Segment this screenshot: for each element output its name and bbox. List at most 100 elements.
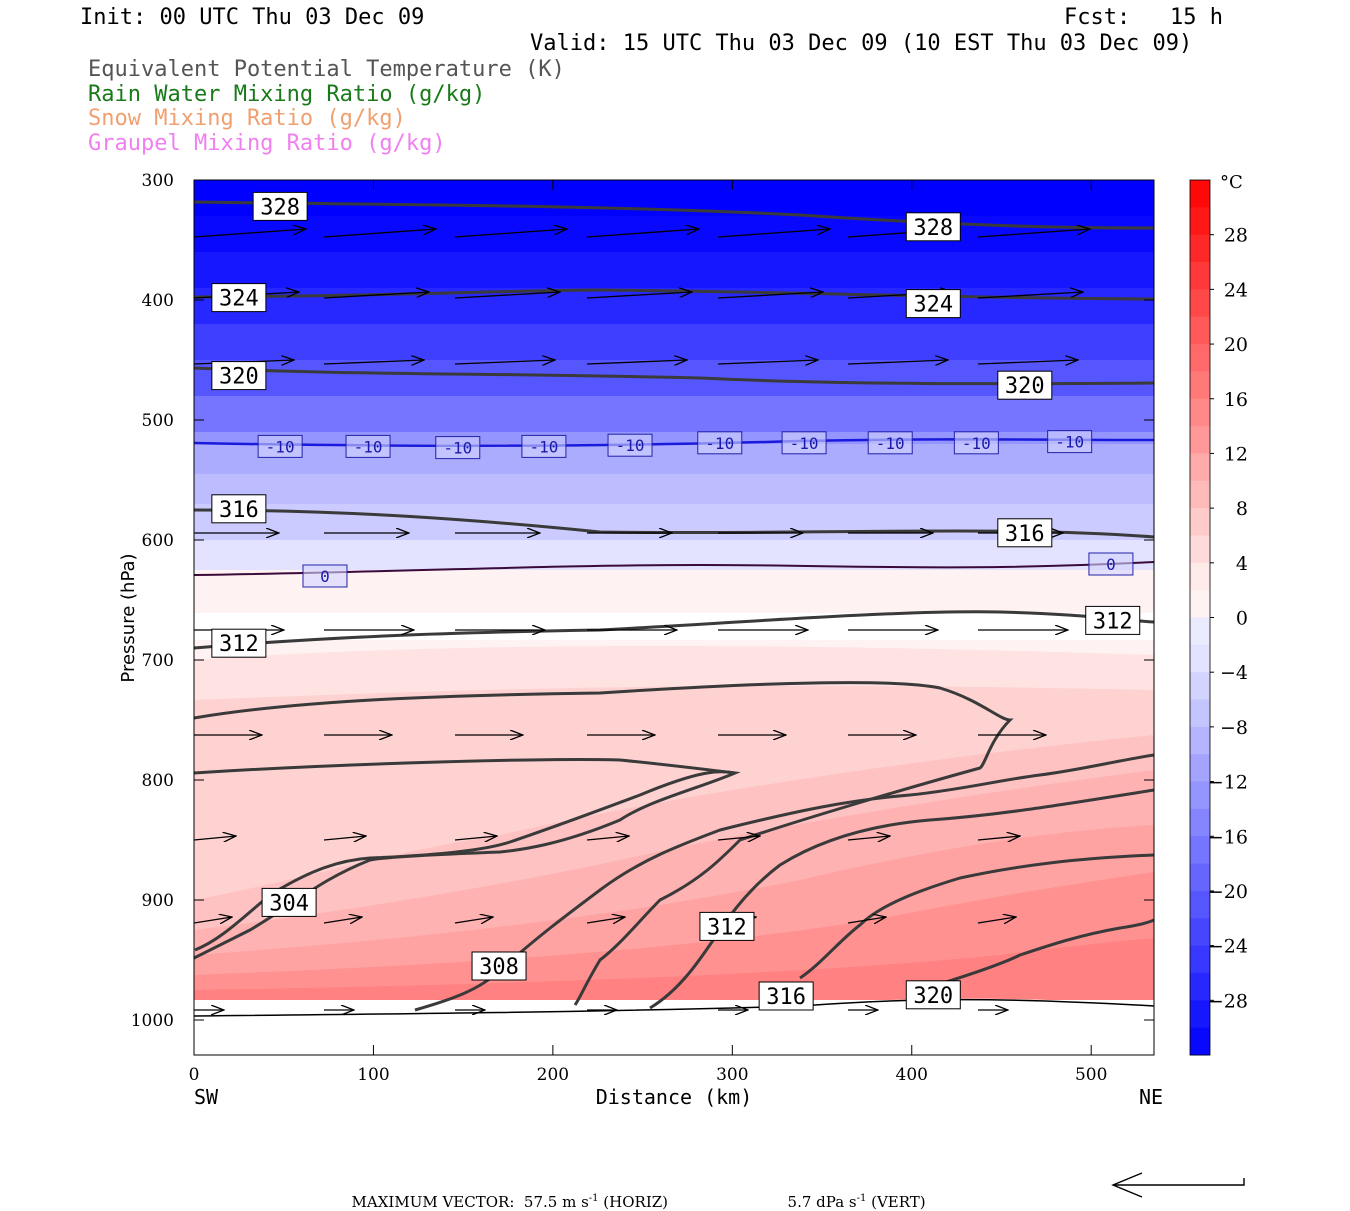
colorbar-tick-label: −24 <box>1208 936 1248 958</box>
temp-band <box>194 474 1154 505</box>
theta-e-label-group: 312 <box>211 628 267 658</box>
isotherm-label-box <box>1088 552 1134 576</box>
theta-e-label-group: 312 <box>1085 605 1141 635</box>
colorbar-segment <box>1190 207 1210 236</box>
isotherm-label-box <box>302 564 348 588</box>
isotherm-label-group: 0 <box>1088 552 1134 576</box>
theta-e-label-box <box>261 887 317 917</box>
colorbar-segment <box>1190 699 1210 728</box>
isotherm-label-group: 0 <box>302 564 348 588</box>
isotherm-label: -10 <box>529 437 558 456</box>
isotherm-0 <box>194 561 1154 576</box>
temp-band <box>194 444 1154 475</box>
wind-vector <box>454 836 497 840</box>
wind-vector <box>454 917 493 923</box>
legend-snow: Snow Mixing Ratio (g/kg) <box>88 106 406 131</box>
wind-vector <box>454 229 567 238</box>
horiz-unit-exponent: -1 <box>588 1193 599 1204</box>
isotherm-label-group: -10 <box>867 431 913 455</box>
wind-vector <box>717 836 760 840</box>
theta-e-label-group: 312 <box>699 911 755 941</box>
colorbar-segment <box>1190 316 1210 345</box>
wind-vector <box>717 360 818 364</box>
isotherm-label-group: -10 <box>953 431 999 455</box>
theta-e-label-box <box>1085 605 1141 635</box>
wind-vector <box>586 836 629 840</box>
isotherm-label-group: -10 <box>257 434 303 458</box>
isotherm-label-box <box>867 431 913 455</box>
colorbar-segment <box>1190 836 1210 865</box>
colorbar-tick-label: 12 <box>1224 443 1248 465</box>
theta-e-label-group: 320 <box>905 980 961 1010</box>
theta-e-label: 316 <box>219 498 259 523</box>
y-tick-label: 400 <box>142 291 174 311</box>
theta-e-label-box <box>905 212 961 242</box>
x-axis-right-label: NE <box>1139 1085 1163 1109</box>
x-tick-label: 100 <box>357 1065 389 1085</box>
y-tick-label: 700 <box>142 651 174 671</box>
x-tick-label: 400 <box>896 1065 928 1085</box>
vert-tag: (VERT) <box>866 1193 926 1211</box>
theta-e-label: 320 <box>219 365 259 390</box>
theta-e-label: 328 <box>260 195 300 220</box>
colorbar-segment <box>1190 918 1210 947</box>
theta-e-contour <box>799 853 1154 980</box>
isotherm-label: 0 <box>1106 555 1116 574</box>
theta-e-contour <box>194 200 1154 230</box>
theta-e-label-box <box>905 980 961 1010</box>
theta-e-label-box <box>758 981 814 1011</box>
colorbar-tick-label: 0 <box>1236 608 1248 630</box>
colorbar-segment <box>1190 863 1210 892</box>
theta-e-label: 316 <box>1005 522 1045 547</box>
temp-band <box>194 570 1154 613</box>
theta-e-label-group: 316 <box>758 981 814 1011</box>
theta-e-label: 304 <box>269 891 309 916</box>
colorbar-segment <box>1190 289 1210 318</box>
wind-vector <box>586 917 625 923</box>
isotherm-label: 0 <box>320 567 330 586</box>
theta-e-label-group: 328 <box>252 191 308 221</box>
legend-theta-e: Equivalent Potential Temperature (K) <box>88 57 565 82</box>
isotherm-label-box <box>521 434 567 458</box>
wind-vector <box>323 292 429 299</box>
theta-e-label-group: 304 <box>261 887 317 917</box>
x-tick-label: 200 <box>537 1065 569 1085</box>
vert-unit-exponent: -1 <box>856 1193 867 1204</box>
y-tick-label: 900 <box>142 891 174 911</box>
theta-e-label-box <box>211 628 267 658</box>
colorbar-segment <box>1190 590 1210 618</box>
theta-e-label-group: 316 <box>997 518 1053 548</box>
colorbar-segment <box>1190 398 1210 427</box>
theta-e-contour <box>194 681 1014 1006</box>
wind-vector <box>194 229 306 238</box>
isotherm-label-box <box>953 431 999 455</box>
x-tick-label: 500 <box>1075 1065 1107 1085</box>
colorbar-tick-label: −28 <box>1208 990 1248 1012</box>
colorbar-segment <box>1190 945 1210 974</box>
wind-vector <box>977 229 1090 238</box>
colorbar-tick-label: 24 <box>1224 279 1248 301</box>
isotherm-label-box <box>435 436 481 460</box>
max-horiz-text: MAXIMUM VECTOR: 57.5 m s <box>351 1193 589 1211</box>
colorbar-segment <box>1190 371 1210 400</box>
temp-band <box>300 690 708 801</box>
y-axis-title: Pressure (hPa) <box>118 553 139 682</box>
colorbar-segment <box>1190 781 1210 810</box>
colorbar-segment <box>1190 890 1210 919</box>
y-tick-label: 300 <box>142 171 174 191</box>
colorbar-segment <box>1190 508 1210 536</box>
theta-e-label-box <box>471 951 527 981</box>
wind-vector <box>586 229 699 238</box>
colorbar-segment <box>1190 1000 1210 1029</box>
isotherm-label-group: -10 <box>1047 430 1093 454</box>
isotherm-label-group: -10 <box>345 434 391 458</box>
wind-vector <box>323 360 424 364</box>
colorbar-tick-label: 4 <box>1236 553 1248 575</box>
wind-vector <box>586 360 687 364</box>
isotherm-label: -10 <box>616 436 645 455</box>
theta-e-label-box <box>699 911 755 941</box>
isotherm-label: -10 <box>962 434 991 453</box>
isotherm-label-group: -10 <box>521 434 567 458</box>
colorbar-segment <box>1190 426 1210 454</box>
colorbar-tick-label: −12 <box>1208 772 1248 794</box>
